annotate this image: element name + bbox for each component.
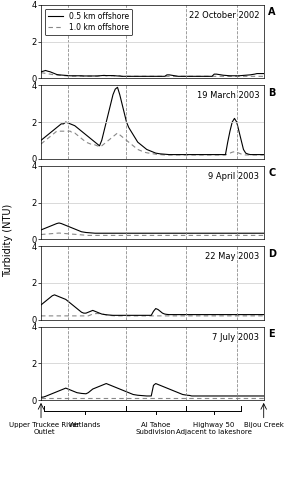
- Text: Turbidity (NTU): Turbidity (NTU): [3, 204, 13, 277]
- Text: Bijou Creek: Bijou Creek: [244, 422, 284, 428]
- Text: Al Tahoe
Subdivision: Al Tahoe Subdivision: [136, 422, 176, 436]
- Text: Upper Truckee River
Outlet: Upper Truckee River Outlet: [9, 422, 79, 436]
- Text: A: A: [268, 7, 276, 17]
- Text: 22 May 2003: 22 May 2003: [205, 252, 259, 261]
- Legend: 0.5 km offshore, 1.0 km offshore: 0.5 km offshore, 1.0 km offshore: [45, 9, 132, 35]
- Text: Wetlands: Wetlands: [69, 422, 101, 428]
- Text: Highway 50
Adjacent to lakeshore: Highway 50 Adjacent to lakeshore: [176, 422, 251, 436]
- Text: 9 April 2003: 9 April 2003: [208, 172, 259, 181]
- Text: 19 March 2003: 19 March 2003: [197, 92, 259, 100]
- Text: C: C: [268, 168, 275, 178]
- Text: 7 July 2003: 7 July 2003: [212, 332, 259, 342]
- Text: E: E: [268, 329, 275, 339]
- Text: 22 October 2002: 22 October 2002: [189, 11, 259, 20]
- Text: D: D: [268, 248, 276, 258]
- Text: B: B: [268, 88, 275, 98]
